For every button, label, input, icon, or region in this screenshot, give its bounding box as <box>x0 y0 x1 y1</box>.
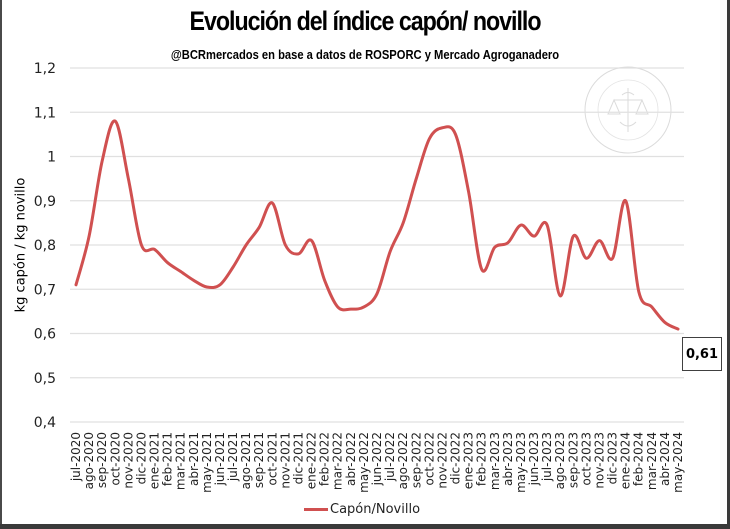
x-tick-label: feb-2021 <box>161 432 175 486</box>
x-tick-labels: jul-2020 ago-2020 sep-2020 oct-2020 nov-2020… <box>69 432 685 493</box>
x-tick-label: feb-2022 <box>318 432 332 486</box>
last-value-label: 0,61 <box>682 337 722 371</box>
watermark-seal-icon <box>584 66 672 154</box>
x-tick-label: mar-2021 <box>174 432 188 490</box>
gridlines <box>70 67 684 423</box>
y-tick-label: 0,7 <box>34 282 56 298</box>
x-tick-label: may-2021 <box>200 432 214 493</box>
x-tick-label: jul-2021 <box>226 432 240 482</box>
x-tick-label: oct-2020 <box>108 432 122 486</box>
x-tick-label: abr-2023 <box>501 432 515 486</box>
x-tick-label: oct-2021 <box>265 432 279 486</box>
x-tick-label: jun-2022 <box>370 432 384 486</box>
x-tick-label: sep-2022 <box>409 432 423 488</box>
x-tick-label: nov-2022 <box>435 432 449 489</box>
y-tick-label: 1,1 <box>34 105 56 121</box>
legend-swatch-capon-novillo <box>304 508 328 511</box>
y-tick-label: 0,9 <box>34 194 56 210</box>
y-tick-label: 0,6 <box>34 327 56 343</box>
x-tick-label: feb-2024 <box>632 432 646 486</box>
frame-left-edge <box>0 0 2 529</box>
x-tick-label: dic-2020 <box>134 432 148 484</box>
x-tick-label: sep-2020 <box>95 432 109 488</box>
x-tick-label: jun-2021 <box>213 432 227 486</box>
x-tick-label: nov-2020 <box>121 432 135 489</box>
x-tick-label: ene-2023 <box>462 432 476 489</box>
y-tick-label: 0,5 <box>34 371 56 387</box>
x-tick-label: ene-2021 <box>148 432 162 489</box>
x-tick-label: mar-2022 <box>331 432 345 490</box>
x-tick-label: oct-2022 <box>422 432 436 486</box>
x-tick-label: may-2023 <box>514 432 528 493</box>
frame-right-edge <box>727 0 730 529</box>
x-tick-label: ago-2021 <box>239 432 253 489</box>
x-tick-label: jul-2020 <box>69 432 83 482</box>
x-tick-label: jul-2023 <box>540 432 554 482</box>
x-tick-label: jul-2022 <box>383 432 397 482</box>
y-tick-label: 0,4 <box>34 415 56 431</box>
x-tick-label: ene-2024 <box>619 432 633 489</box>
y-tick-label: 1 <box>47 150 56 166</box>
legend-label-capon-novillo: Capón/Novillo <box>330 502 421 517</box>
y-tick-label: 0,8 <box>34 238 56 254</box>
x-tick-label: ago-2022 <box>396 432 410 489</box>
chart-subtitle: @BCRmercados en base a datos de ROSPORC … <box>170 47 560 62</box>
series-line-capon-novillo <box>74 119 680 331</box>
legend: Capón/Novillo <box>304 502 420 517</box>
x-tick-label: feb-2023 <box>475 432 489 486</box>
x-tick-label: abr-2024 <box>658 432 672 486</box>
x-tick-label: mar-2023 <box>488 432 502 490</box>
x-tick-label: dic-2022 <box>449 432 463 484</box>
x-tick-label: abr-2022 <box>344 432 358 486</box>
x-tick-label: dic-2021 <box>291 432 305 484</box>
x-tick-label: may-2024 <box>671 432 685 493</box>
x-tick-label: ago-2023 <box>553 432 567 489</box>
x-tick-label: dic-2023 <box>606 432 620 484</box>
series-layer <box>74 119 680 331</box>
x-tick-label: abr-2021 <box>187 432 201 486</box>
x-tick-label: jun-2023 <box>527 432 541 486</box>
x-tick-label: ago-2020 <box>82 432 96 489</box>
x-tick-label: oct-2023 <box>579 432 593 486</box>
y-tick-label: 1,2 <box>34 61 56 77</box>
y-tick-labels: 0,4 0,5 0,6 0,7 0,8 0,9 1 1,1 1,2 <box>34 61 56 431</box>
x-tick-label: may-2022 <box>357 432 371 493</box>
x-tick-label: mar-2024 <box>645 432 659 490</box>
x-tick-label: sep-2021 <box>252 432 266 488</box>
x-tick-label: sep-2023 <box>566 432 580 488</box>
x-tick-label: ene-2022 <box>305 432 319 489</box>
x-tick-label: nov-2023 <box>592 432 606 489</box>
chart-title: Evolución del índice capón/ novillo <box>189 6 542 36</box>
frame-bottom-edge <box>0 524 730 529</box>
x-tick-label: nov-2021 <box>278 432 292 489</box>
